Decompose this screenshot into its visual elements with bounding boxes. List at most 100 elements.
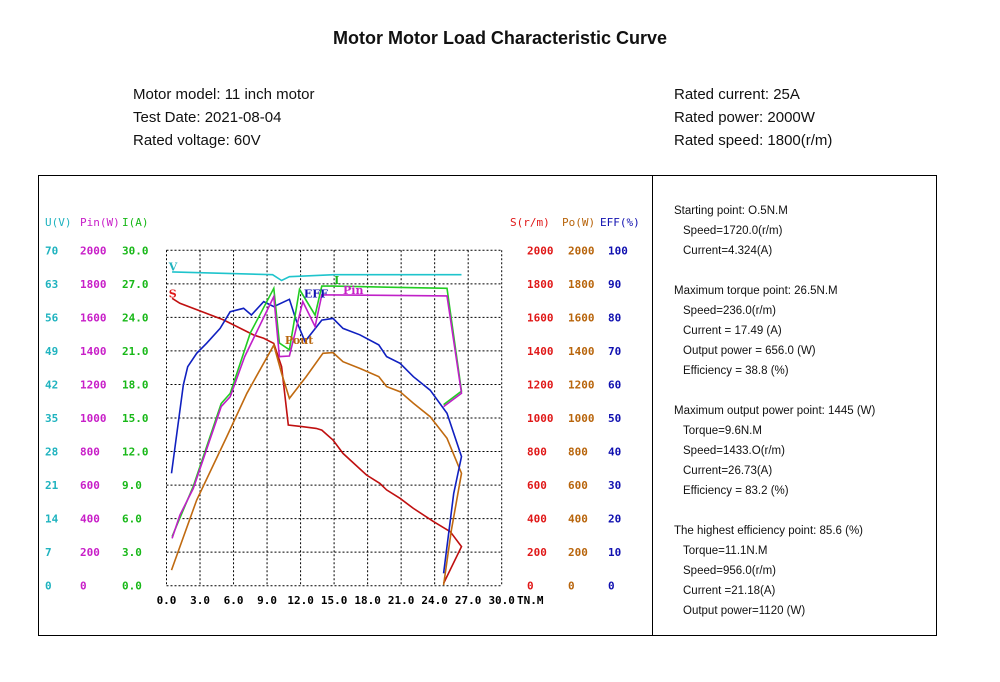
curve-label-i: I bbox=[334, 274, 339, 287]
axis-title-po: Po(W) bbox=[562, 216, 595, 229]
y-tick-label-po: 1800 bbox=[568, 278, 595, 291]
y-tick-label-pin: 1400 bbox=[80, 345, 107, 358]
y-tick-label-s: 1800 bbox=[527, 278, 554, 291]
y-tick-label-u: 42 bbox=[45, 378, 58, 391]
rated-speed: Rated speed: 1800(r/m) bbox=[674, 132, 833, 149]
y-tick-label-s: 1400 bbox=[527, 345, 554, 358]
y-tick-label-u: 28 bbox=[45, 446, 58, 459]
x-tick-label: 6.0 bbox=[224, 594, 244, 607]
max-efficiency-output-power: Output power=1120 (W) bbox=[683, 605, 806, 617]
x-tick-label: 0.0 bbox=[157, 594, 177, 607]
max-efficiency-current: Current =21.18(A) bbox=[683, 585, 776, 597]
y-tick-label-po: 1600 bbox=[568, 311, 595, 324]
y-tick-label-pin: 1800 bbox=[80, 278, 107, 291]
summary-panel: Starting point: O.5N.M Speed=1720.0(r/m)… bbox=[674, 201, 875, 621]
max-power-efficiency: Efficiency = 83.2 (%) bbox=[683, 485, 789, 497]
y-tick-label-po: 1400 bbox=[568, 345, 595, 358]
max-power-current: Current=26.73(A) bbox=[683, 465, 773, 477]
y-tick-label-s: 400 bbox=[527, 513, 547, 526]
axis-title-pin: Pin(W) bbox=[80, 216, 120, 229]
y-tick-label-po: 800 bbox=[568, 446, 588, 459]
y-tick-label-eff: 20 bbox=[608, 513, 621, 526]
y-tick-label-u: 49 bbox=[45, 345, 58, 358]
y-tick-label-eff: 90 bbox=[608, 278, 621, 291]
y-tick-label-u: 21 bbox=[45, 479, 59, 492]
y-tick-label-pin: 1000 bbox=[80, 412, 107, 425]
y-tick-label-s: 600 bbox=[527, 479, 547, 492]
x-tick-label: 15.0 bbox=[321, 594, 348, 607]
x-tick-label: 30.0 bbox=[488, 594, 515, 607]
y-tick-label-i: 30.0 bbox=[122, 244, 149, 257]
y-tick-label-i: 9.0 bbox=[122, 479, 142, 492]
curve-label-s: S bbox=[169, 287, 177, 300]
y-tick-label-i: 3.0 bbox=[122, 546, 142, 559]
curve-label-pout: Pout bbox=[285, 334, 314, 347]
y-tick-label-eff: 100 bbox=[608, 244, 628, 257]
test-date: Test Date: 2021-08-04 bbox=[133, 109, 282, 126]
chart-frame bbox=[38, 175, 937, 636]
y-tick-label-s: 2000 bbox=[527, 244, 554, 257]
max-torque-speed: Speed=236.0(r/m) bbox=[683, 305, 777, 317]
starting-current: Current=4.324(A) bbox=[683, 245, 773, 257]
max-torque-heading: Maximum torque point: 26.5N.M bbox=[674, 285, 838, 297]
x-tick-label: 18.0 bbox=[354, 594, 381, 607]
axis-title-u: U(V) bbox=[45, 216, 72, 229]
y-tick-label-u: 14 bbox=[45, 513, 59, 526]
curve-label-eff: EFF bbox=[304, 287, 328, 300]
y-tick-label-i: 6.0 bbox=[122, 513, 142, 526]
y-tick-label-po: 1000 bbox=[568, 412, 595, 425]
y-tick-label-s: 800 bbox=[527, 446, 547, 459]
starting-point-heading: Starting point: O.5N.M bbox=[674, 205, 788, 217]
y-tick-label-i: 15.0 bbox=[122, 412, 149, 425]
max-efficiency-heading: The highest efficiency point: 85.6 (%) bbox=[674, 525, 864, 537]
axis-title-i: I(A) bbox=[122, 216, 149, 229]
x-tick-label: 24.0 bbox=[421, 594, 448, 607]
curve-label-pin: Pin bbox=[343, 284, 363, 297]
starting-speed: Speed=1720.0(r/m) bbox=[683, 225, 783, 237]
y-tick-label-s: 1600 bbox=[527, 311, 554, 324]
x-tick-label: 21.0 bbox=[388, 594, 415, 607]
series-line-v bbox=[172, 271, 462, 282]
y-tick-label-eff: 0 bbox=[608, 580, 615, 593]
series-line-pout bbox=[170, 343, 463, 586]
y-tick-label-u: 63 bbox=[45, 278, 58, 291]
y-tick-label-po: 200 bbox=[568, 546, 588, 559]
x-tick-label: 3.0 bbox=[190, 594, 210, 607]
y-tick-label-eff: 50 bbox=[608, 412, 621, 425]
series-line-s bbox=[171, 297, 463, 584]
y-tick-label-pin: 2000 bbox=[80, 244, 107, 257]
x-axis-label: TN.M bbox=[517, 594, 544, 607]
y-tick-label-eff: 80 bbox=[608, 311, 621, 324]
y-tick-label-pin: 0 bbox=[80, 580, 87, 593]
y-tick-label-i: 27.0 bbox=[122, 278, 149, 291]
y-tick-label-s: 0 bbox=[527, 580, 534, 593]
y-tick-label-pin: 400 bbox=[80, 513, 100, 526]
y-tick-label-s: 200 bbox=[527, 546, 547, 559]
curve-label-v: V bbox=[168, 260, 178, 273]
max-power-speed: Speed=1433.O(r/m) bbox=[683, 445, 785, 457]
max-efficiency-torque: Torque=11.1N.M bbox=[683, 545, 768, 557]
series-line-eff bbox=[170, 298, 463, 574]
y-tick-label-po: 2000 bbox=[568, 244, 595, 257]
y-tick-label-eff: 10 bbox=[608, 546, 621, 559]
rated-voltage: Rated voltage: 60V bbox=[133, 132, 261, 149]
axis-title-s: S(r/m) bbox=[510, 216, 550, 229]
y-tick-label-pin: 200 bbox=[80, 546, 100, 559]
y-tick-label-po: 0 bbox=[568, 580, 575, 593]
y-tick-label-i: 0.0 bbox=[122, 580, 142, 593]
axis-title-eff: EFF(%) bbox=[600, 216, 640, 229]
motor-info-right: Rated current: 25A Rated power: 2000W Ra… bbox=[674, 83, 832, 152]
panel-divider bbox=[652, 175, 653, 636]
y-tick-label-u: 70 bbox=[45, 244, 58, 257]
y-tick-label-pin: 1200 bbox=[80, 378, 107, 391]
y-tick-label-eff: 60 bbox=[608, 378, 621, 391]
motor-info-left: Motor model: 11 inch motor Test Date: 20… bbox=[133, 83, 314, 152]
y-tick-label-pin: 800 bbox=[80, 446, 100, 459]
y-tick-label-eff: 70 bbox=[608, 345, 621, 358]
y-tick-label-s: 1200 bbox=[527, 378, 554, 391]
max-torque-output-power: Output power = 656.0 (W) bbox=[683, 345, 816, 357]
x-tick-label: 27.0 bbox=[455, 594, 482, 607]
y-tick-label-pin: 1600 bbox=[80, 311, 107, 324]
y-tick-label-po: 400 bbox=[568, 513, 588, 526]
y-tick-label-pin: 600 bbox=[80, 479, 100, 492]
